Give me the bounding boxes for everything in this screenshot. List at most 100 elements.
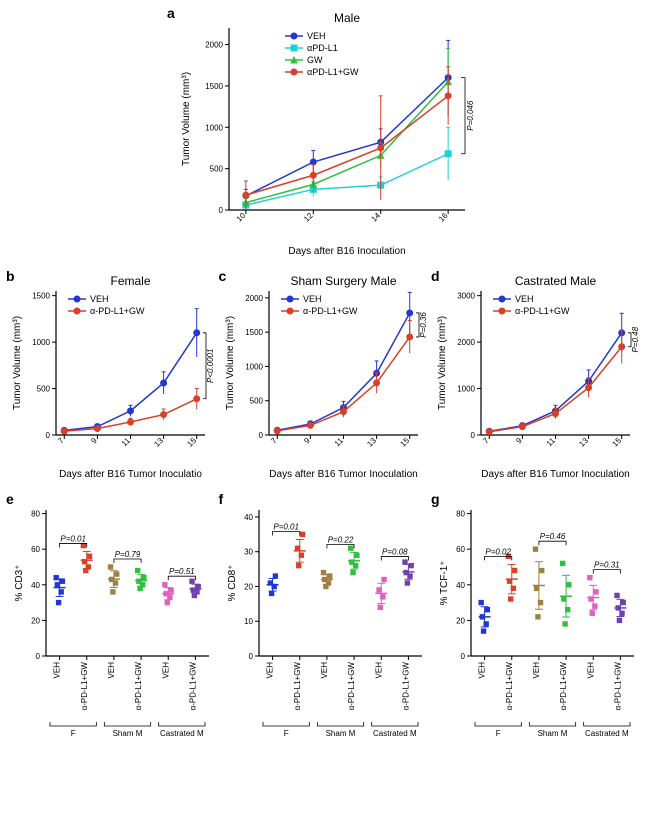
group-label: Castrated M <box>373 729 417 738</box>
data-point <box>402 560 406 564</box>
y-tick-label: 2000 <box>245 294 263 303</box>
legend-item: VEH <box>303 294 322 304</box>
chart-title: Female <box>110 274 150 288</box>
group-label: F <box>71 729 76 738</box>
data-point <box>484 622 488 626</box>
panel-c: c Sham Surgery Male050010001500200079111… <box>223 273 428 488</box>
data-point <box>560 561 564 565</box>
data-point <box>563 622 567 626</box>
panel-d-label: d <box>431 268 440 284</box>
y-tick-label: 40 <box>456 581 465 590</box>
data-point <box>590 611 594 615</box>
data-point <box>111 590 115 594</box>
data-point <box>538 600 542 604</box>
y-tick-label: 20 <box>244 582 253 591</box>
x-axis-label: Days after B16 Tumor Inoculation <box>481 469 629 480</box>
chart-title: Sham Surgery Male <box>290 274 396 288</box>
y-axis-label: Tumor Volume (mm³) <box>181 72 192 166</box>
data-point <box>536 615 540 619</box>
data-point <box>110 577 114 581</box>
data-point <box>512 568 516 572</box>
y-tick-label: 1000 <box>457 385 475 394</box>
y-tick-label: 0 <box>258 431 263 440</box>
y-tick-label: 60 <box>456 545 465 554</box>
legend-item: GW <box>307 55 323 65</box>
data-point <box>82 559 86 563</box>
x-axis-label: Days after B16 Tumor Inoculatio <box>59 469 202 480</box>
chart-title: Castrated Male <box>515 274 597 288</box>
data-point <box>300 532 304 536</box>
chart-d: Castrated Male010002000300079111315Days … <box>435 273 640 483</box>
y-tick-label: 0 <box>46 431 51 440</box>
panel-b: b Female05001000150079111315Days after B… <box>10 273 215 488</box>
p-value: P=0.51 <box>169 567 195 576</box>
y-tick-label: 1000 <box>245 362 263 371</box>
legend-item: VEH <box>515 294 534 304</box>
data-point <box>54 575 58 579</box>
x-tick-label: α-PD-L1+GW <box>401 662 410 711</box>
chart-c: Sham Surgery Male05001000150020007911131… <box>223 273 428 483</box>
y-tick-label: 1000 <box>205 123 223 132</box>
data-point <box>533 547 537 551</box>
data-point <box>191 588 195 592</box>
data-point <box>378 605 382 609</box>
legend-item: αPD-L1 <box>307 43 338 53</box>
x-tick-label: α-PD-L1+GW <box>559 662 568 711</box>
y-tick-label: 60 <box>31 545 40 554</box>
y-tick-label: 2000 <box>205 41 223 50</box>
data-point <box>164 591 168 595</box>
data-point <box>565 608 569 612</box>
x-axis-label: Days after B16 Tumor Inoculation <box>269 469 417 480</box>
y-axis-label: % CD8⁺ <box>227 565 238 602</box>
data-point <box>588 575 592 579</box>
x-tick-label: α-PD-L1+GW <box>188 662 197 711</box>
series-line <box>246 82 448 203</box>
chart-title: Male <box>334 11 360 25</box>
panel-e: e 020406080% CD3⁺VEHα-PD-L1+GWP=0.01FVEH… <box>10 496 215 761</box>
data-point <box>621 600 625 604</box>
data-point <box>481 629 485 633</box>
y-tick-label: 80 <box>456 510 465 519</box>
x-tick-label: VEH <box>161 662 170 679</box>
data-point <box>115 572 119 576</box>
x-tick-label: α-PD-L1+GW <box>347 662 356 711</box>
p-value: P=0.36 <box>419 312 428 338</box>
y-tick-label: 3000 <box>457 292 475 301</box>
x-tick-label: VEH <box>319 662 328 679</box>
legend-item: α-PD-L1+GW <box>90 306 145 316</box>
data-point <box>567 583 571 587</box>
y-tick-label: 0 <box>471 431 476 440</box>
data-point <box>322 577 326 581</box>
y-axis-label: Tumor Volume (mm³) <box>437 316 448 410</box>
y-tick-label: 1500 <box>205 82 223 91</box>
data-point <box>616 606 620 610</box>
chart-a: Male050010001500200010121416Days after B… <box>175 10 475 260</box>
data-point <box>562 597 566 601</box>
x-tick-label: α-PD-L1+GW <box>134 662 143 711</box>
data-point <box>540 568 544 572</box>
data-point <box>409 563 413 567</box>
x-tick-label: α-PD-L1+GW <box>292 662 301 711</box>
data-point <box>479 600 483 604</box>
data-point <box>165 600 169 604</box>
chart-e: 020406080% CD3⁺VEHα-PD-L1+GWP=0.01FVEHα-… <box>10 496 215 756</box>
legend-item: VEH <box>90 294 109 304</box>
data-point <box>535 586 539 590</box>
data-point <box>60 579 64 583</box>
data-point <box>56 600 60 604</box>
y-tick-label: 2000 <box>457 338 475 347</box>
y-tick-label: 500 <box>249 397 263 406</box>
data-point <box>87 554 91 558</box>
x-tick-label: VEH <box>265 662 274 679</box>
x-tick-label: VEH <box>478 662 487 679</box>
data-point <box>321 570 325 574</box>
data-point <box>354 553 358 557</box>
data-point <box>135 568 139 572</box>
legend-item: α-PD-L1+GW <box>303 306 358 316</box>
data-point <box>273 574 277 578</box>
panel-g-label: g <box>431 491 440 507</box>
y-tick-label: 0 <box>36 652 41 661</box>
data-point <box>295 546 299 550</box>
y-tick-label: 40 <box>244 513 253 522</box>
panel-a-label: a <box>167 5 175 21</box>
